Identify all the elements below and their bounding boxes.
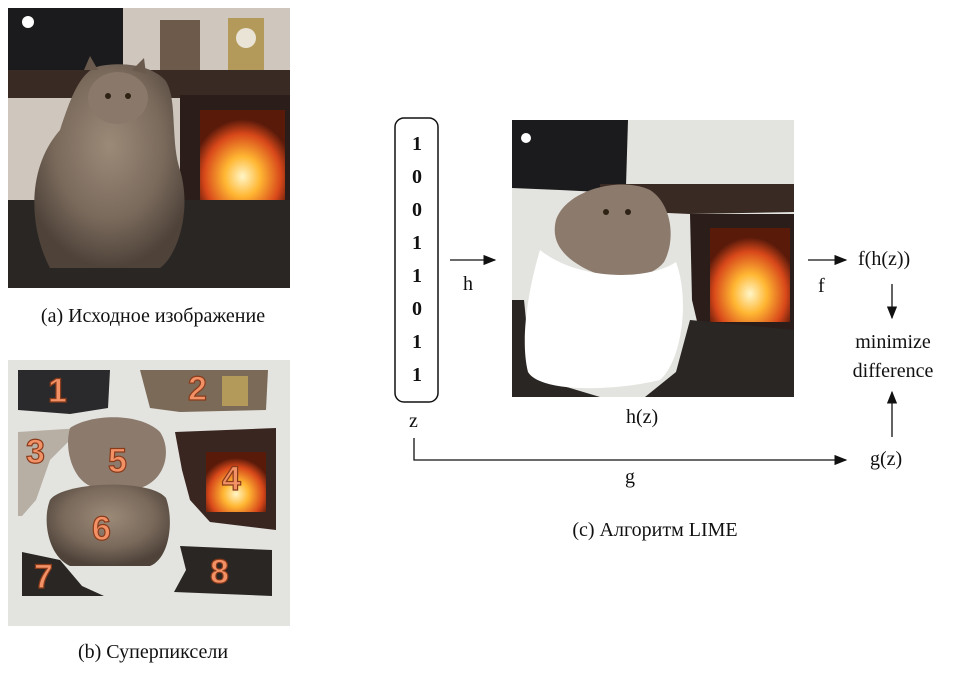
caption-a: (a) Исходное изображение bbox=[40, 305, 266, 327]
z-bit: 1 bbox=[412, 232, 422, 254]
superpixels-image bbox=[8, 360, 290, 626]
z-vector-box bbox=[394, 117, 439, 403]
z-vector: 1 0 0 1 1 0 1 1 bbox=[397, 128, 437, 392]
caption-b: (b) Суперпиксели bbox=[77, 641, 229, 663]
z-bit: 1 bbox=[412, 331, 422, 353]
g-arrow bbox=[413, 438, 848, 466]
superpixel-label-3: 3 bbox=[25, 432, 45, 471]
superpixel-region-6 bbox=[46, 484, 170, 566]
difference-label: difference bbox=[852, 360, 934, 382]
superpixel-region-3 bbox=[18, 428, 82, 516]
z-bit: 0 bbox=[412, 298, 422, 320]
z-bit: 0 bbox=[412, 166, 422, 188]
z-bit: 1 bbox=[412, 364, 422, 386]
superpixel-label-4: 4 bbox=[221, 459, 241, 498]
superpixel-region-1 bbox=[18, 370, 110, 414]
fhz-label: f(h(z)) bbox=[858, 248, 911, 270]
minimize-label: minimize bbox=[855, 331, 931, 353]
superpixel-label-2: 2 bbox=[187, 369, 207, 408]
superpixel-region-7 bbox=[22, 552, 104, 596]
superpixel-label-7: 7 bbox=[33, 557, 53, 596]
superpixel-label-5: 5 bbox=[107, 441, 127, 480]
superpixel-label-8: 8 bbox=[209, 552, 229, 591]
perturbed-image bbox=[512, 120, 794, 397]
caption-c: (c) Алгоритм LIME bbox=[572, 519, 738, 541]
f-label: f bbox=[818, 275, 825, 297]
g-label: g bbox=[625, 466, 635, 488]
superpixel-label-6: 6 bbox=[91, 509, 111, 548]
hz-label: h(z) bbox=[626, 406, 659, 428]
z-label: z bbox=[409, 410, 418, 432]
h-label: h bbox=[463, 273, 473, 295]
z-bit: 1 bbox=[412, 133, 422, 155]
superpixel-region-8 bbox=[174, 546, 272, 596]
z-bit: 1 bbox=[412, 265, 422, 287]
superpixel-region-5 bbox=[68, 417, 166, 488]
original-image bbox=[8, 8, 290, 288]
superpixel-label-1: 1 bbox=[47, 371, 67, 410]
z-bit: 0 bbox=[412, 199, 422, 221]
gz-label: g(z) bbox=[870, 448, 903, 470]
